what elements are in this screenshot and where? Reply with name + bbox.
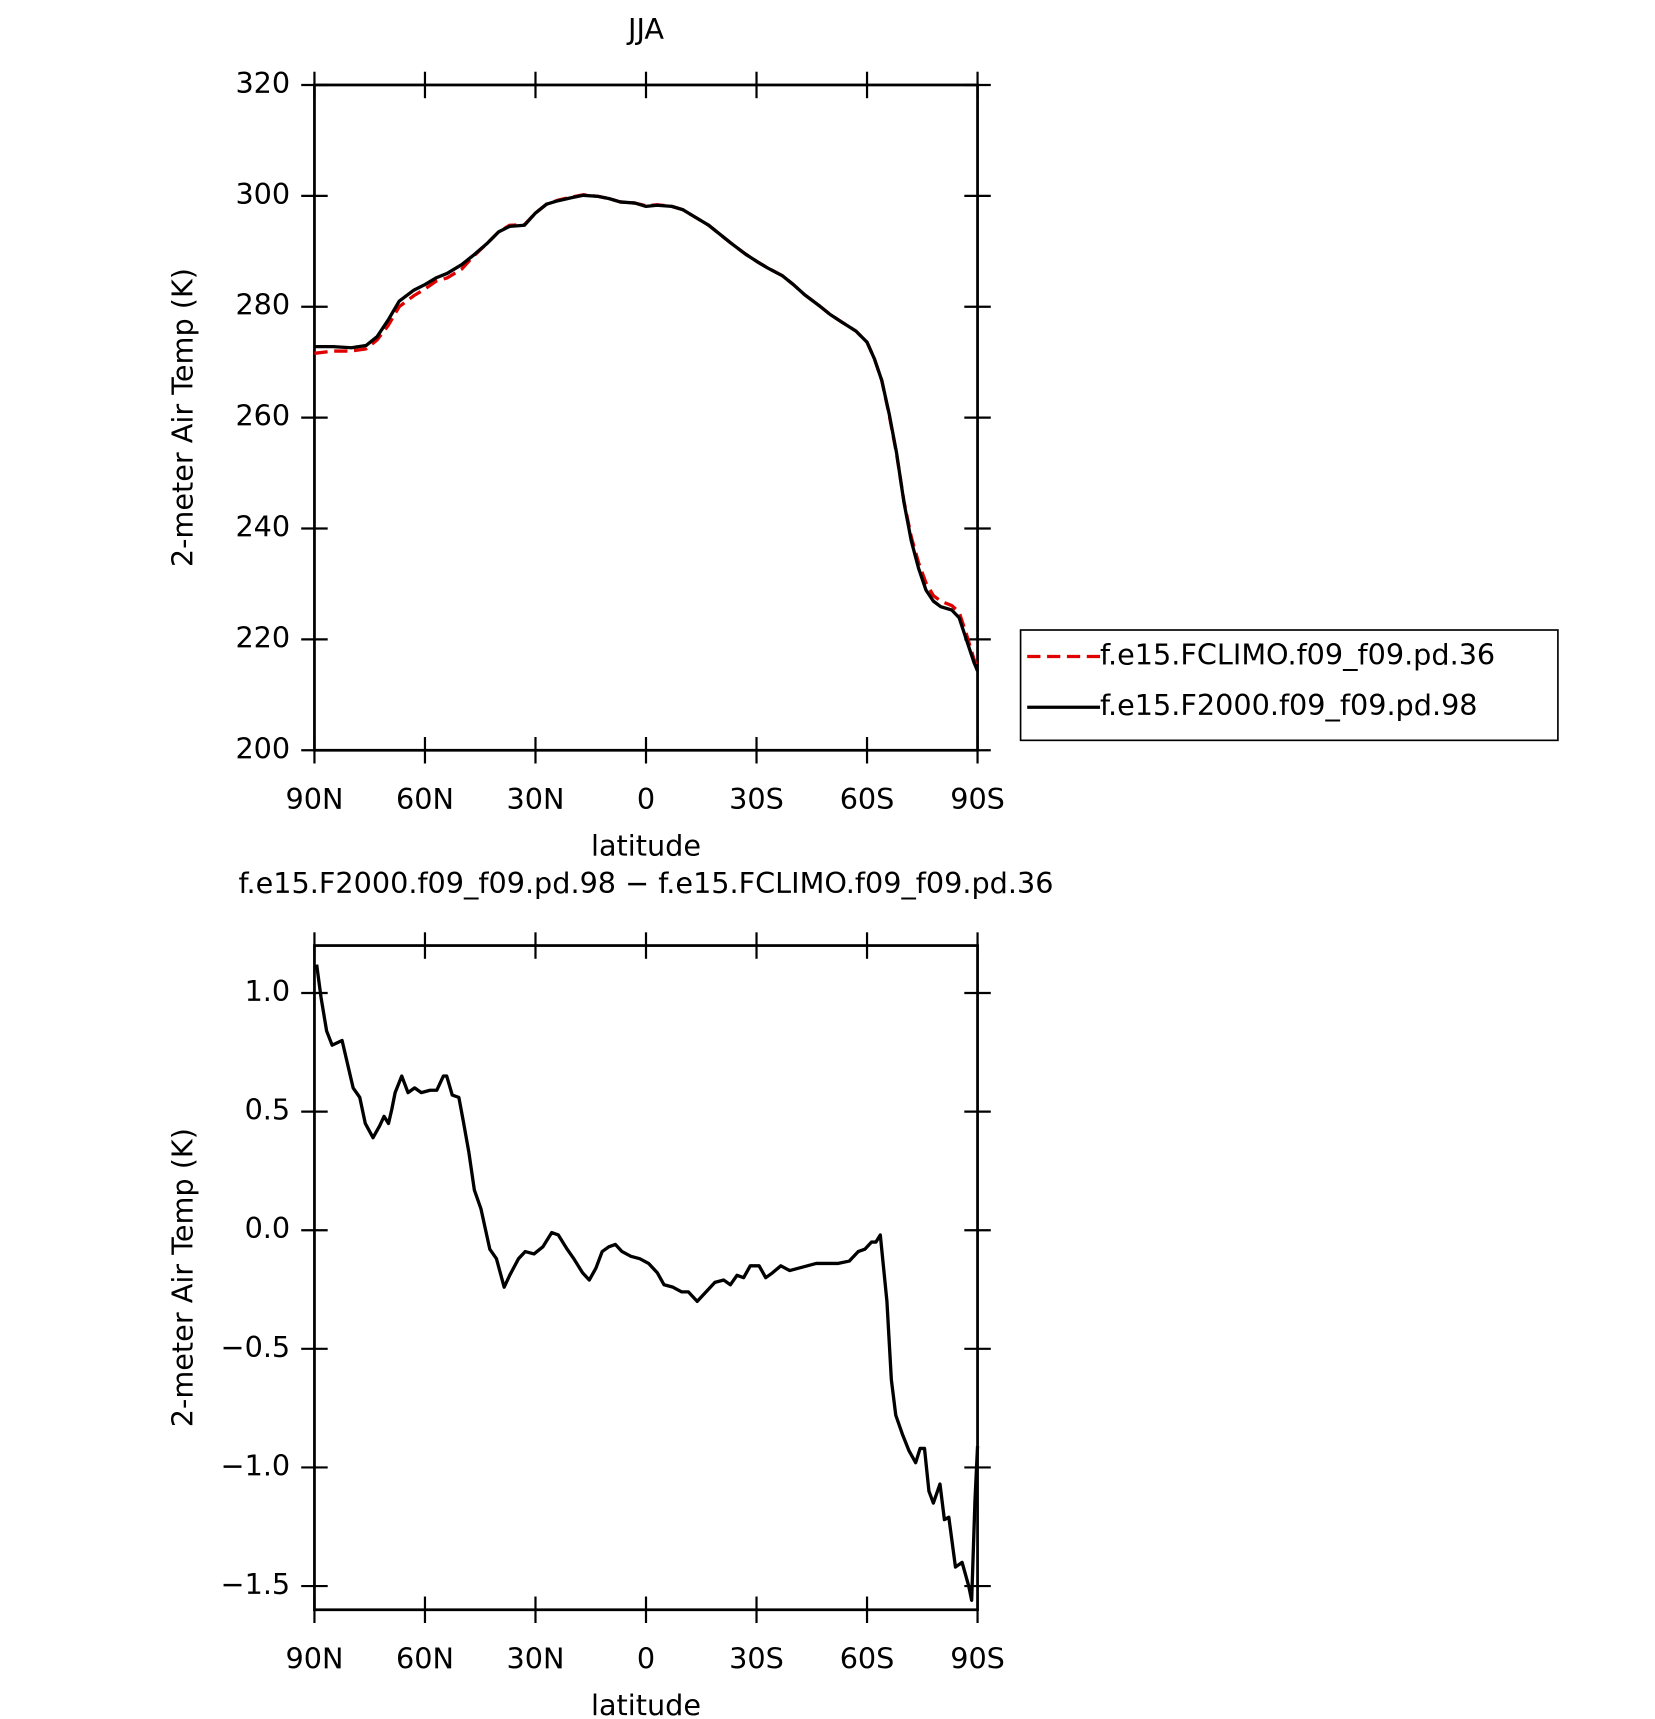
y-axis-label: 2-meter Air Temp (K) bbox=[165, 1128, 199, 1427]
y-tick-label: 280 bbox=[235, 288, 290, 322]
x-tick-label: 30S bbox=[729, 782, 784, 816]
plot-frame bbox=[313, 83, 979, 752]
x-tick-label: 60N bbox=[396, 1642, 454, 1676]
x-axis-label: latitude bbox=[591, 828, 701, 862]
y-tick-label: 0.5 bbox=[245, 1093, 291, 1127]
x-axis-label: latitude bbox=[591, 1688, 701, 1719]
x-tick-label: 60S bbox=[840, 1642, 895, 1676]
x-tick-label: 60S bbox=[840, 782, 895, 816]
y-tick-label: −1.0 bbox=[221, 1448, 291, 1482]
legend-box bbox=[1019, 629, 1559, 742]
x-tick-label: 30N bbox=[507, 782, 565, 816]
data-line bbox=[314, 193, 980, 669]
y-tick-label: 220 bbox=[235, 620, 290, 654]
x-tick-label: 30S bbox=[729, 1642, 784, 1676]
data-line bbox=[314, 193, 980, 672]
y-tick-label: 200 bbox=[235, 731, 290, 765]
x-tick-label: 90S bbox=[950, 1642, 1005, 1676]
x-tick-label: 60N bbox=[396, 782, 454, 816]
y-tick-label: 1.0 bbox=[245, 974, 291, 1008]
legend-label: f.e15.FCLIMO.f09_f09.pd.36 bbox=[1100, 637, 1495, 671]
data-line bbox=[315, 964, 980, 1602]
plot-frame bbox=[313, 944, 979, 1612]
y-tick-label: −1.5 bbox=[221, 1567, 291, 1601]
x-tick-label: 90S bbox=[950, 782, 1005, 816]
x-tick-label: 0 bbox=[637, 1642, 655, 1676]
y-tick-label: 0.0 bbox=[245, 1211, 291, 1245]
y-tick-label: 320 bbox=[235, 66, 290, 100]
chart-title: f.e15.F2000.f09_f09.pd.98 − f.e15.FCLIMO… bbox=[239, 866, 1054, 900]
y-axis-label: 2-meter Air Temp (K) bbox=[165, 268, 199, 567]
legend-label: f.e15.F2000.f09_f09.pd.98 bbox=[1100, 688, 1478, 722]
x-tick-label: 90N bbox=[285, 782, 343, 816]
x-tick-label: 30N bbox=[507, 1642, 565, 1676]
chart-title: JJA bbox=[626, 12, 664, 46]
x-tick-label: 90N bbox=[285, 1642, 343, 1676]
y-tick-label: 300 bbox=[235, 177, 290, 211]
y-tick-label: 260 bbox=[235, 399, 290, 433]
y-tick-label: 240 bbox=[235, 510, 290, 544]
y-tick-label: −0.5 bbox=[221, 1330, 291, 1364]
x-tick-label: 0 bbox=[637, 782, 655, 816]
